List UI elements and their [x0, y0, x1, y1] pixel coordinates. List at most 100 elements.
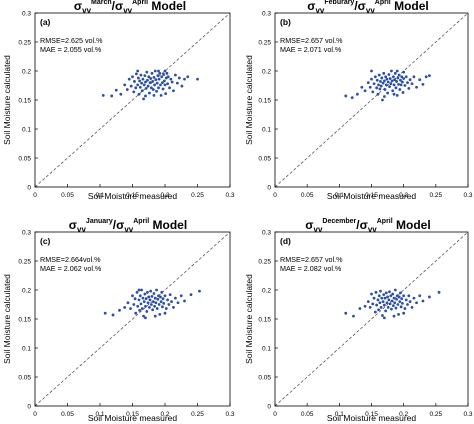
y-tick-label: 0.15 — [18, 97, 31, 104]
y-tick-label: 0.1 — [262, 345, 271, 352]
x-tick-label: 0.05 — [61, 192, 74, 199]
data-point — [378, 301, 382, 305]
data-point — [166, 82, 170, 86]
data-point — [153, 83, 157, 87]
data-point — [119, 92, 123, 96]
data-point — [424, 75, 428, 79]
data-point — [397, 295, 401, 299]
data-point — [142, 83, 146, 87]
data-point — [410, 306, 414, 309]
data-point — [392, 296, 396, 300]
data-point — [161, 305, 164, 309]
data-point — [387, 73, 391, 76]
data-point — [375, 78, 379, 82]
data-point — [148, 81, 152, 84]
x-tick-label: 0 — [273, 411, 277, 418]
data-point — [394, 86, 398, 90]
data-point — [140, 288, 144, 292]
chart-title: σvvMarch/σvvApril Model — [74, 0, 186, 15]
data-point — [393, 301, 397, 305]
data-point — [402, 70, 406, 74]
data-point — [129, 307, 132, 310]
data-point — [183, 77, 186, 81]
y-tick-label: 0 — [27, 184, 31, 191]
data-point — [399, 83, 403, 87]
data-point — [110, 94, 114, 98]
data-point — [168, 293, 172, 297]
data-point — [392, 314, 396, 318]
data-point — [355, 92, 359, 96]
chart-title: σvvFeburary/σvvApril Model — [307, 0, 429, 15]
data-point — [177, 76, 181, 80]
data-point — [146, 301, 150, 305]
data-point — [390, 299, 394, 303]
x-tick-label: 0.3 — [225, 411, 234, 418]
data-point — [368, 306, 372, 309]
data-point — [170, 300, 173, 303]
data-point — [159, 83, 162, 87]
data-point — [392, 92, 396, 96]
x-axis-label: Soil Moisture measured — [88, 191, 178, 201]
x-tick-label: 0.15 — [365, 411, 378, 418]
data-point — [169, 77, 173, 81]
data-point — [372, 82, 376, 86]
data-point — [400, 301, 404, 305]
data-point — [161, 297, 165, 301]
data-point — [421, 299, 425, 303]
data-point — [157, 303, 161, 306]
data-point — [407, 87, 411, 90]
data-point — [166, 75, 170, 79]
data-point — [383, 296, 387, 300]
data-point — [156, 74, 160, 78]
data-point — [360, 85, 364, 89]
data-point — [412, 75, 416, 79]
data-point — [129, 84, 133, 88]
data-point — [155, 89, 158, 93]
data-point — [373, 75, 377, 79]
data-point — [412, 296, 416, 300]
data-point — [163, 311, 167, 315]
data-point — [382, 79, 386, 83]
x-tick-label: 0.1 — [95, 411, 104, 418]
data-point — [127, 77, 131, 81]
data-point — [382, 303, 386, 307]
data-point — [397, 312, 400, 316]
data-point — [379, 306, 383, 309]
data-point — [140, 81, 144, 85]
data-point — [382, 95, 386, 98]
data-point — [162, 73, 166, 76]
data-point — [148, 306, 151, 309]
data-point — [404, 75, 408, 79]
data-point — [403, 307, 407, 310]
data-point — [140, 307, 144, 310]
x-tick-label: 0.1 — [335, 192, 344, 199]
data-point — [381, 300, 385, 303]
data-point — [133, 80, 136, 83]
y-tick-label: 0.3 — [262, 229, 271, 236]
data-point — [161, 81, 164, 84]
data-point — [393, 71, 397, 75]
data-point — [375, 303, 379, 307]
data-point — [366, 300, 370, 303]
data-point — [153, 69, 157, 73]
data-point — [101, 93, 105, 97]
chart-panel-2: 0 0.05 0.1 0.15 0.2 0.25 0.3 0 0.05 0.1 0.15 0.2 0.2… — [244, 0, 473, 201]
data-point — [145, 310, 149, 313]
data-point — [142, 97, 145, 101]
x-tick-label: 0.15 — [126, 192, 139, 199]
chart-panel-3: 0 0.05 0.1 0.15 0.2 0.25 0.3 0 0.05 0.1 0.15 0.2 0.2… — [2, 218, 235, 423]
data-point — [399, 291, 402, 295]
data-point — [189, 293, 193, 297]
data-point — [136, 304, 140, 308]
y-tick-label: 0.1 — [22, 345, 31, 352]
y-tick-label: 0.2 — [22, 287, 31, 294]
data-point — [406, 81, 409, 84]
data-point — [149, 86, 153, 90]
data-point — [172, 89, 175, 93]
data-point — [137, 92, 141, 96]
data-point — [131, 294, 134, 298]
data-point — [396, 76, 400, 80]
data-point — [143, 74, 147, 78]
data-point — [170, 80, 174, 84]
data-point — [408, 78, 412, 82]
